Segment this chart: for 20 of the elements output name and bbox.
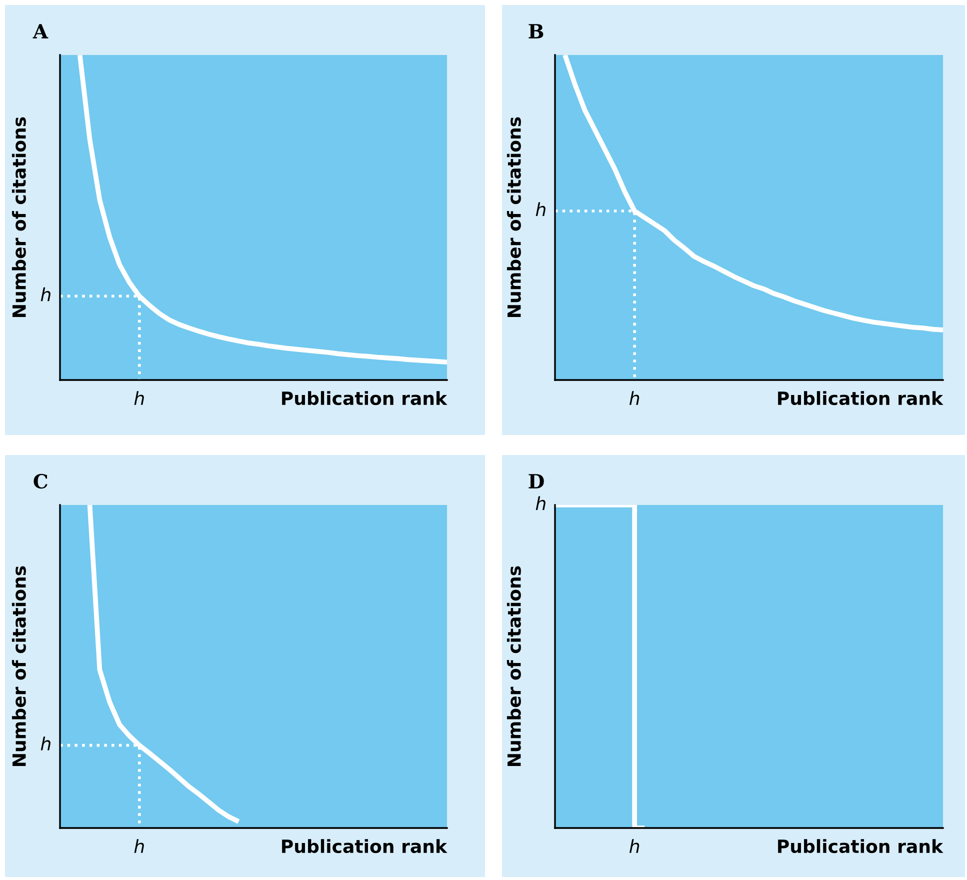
chart-title: B (528, 24, 544, 38)
y-axis-title: Number of citations (506, 566, 521, 766)
text: h (40, 736, 50, 750)
text: h (536, 496, 546, 510)
text: h (134, 839, 144, 853)
x-axis-title: Publication rank (282, 839, 448, 854)
y-axis-title: Number of citations (12, 566, 26, 766)
text: h (134, 391, 144, 405)
text: h (536, 202, 546, 216)
y-axis-title: Number of citations (12, 117, 26, 317)
x-axis-title: Publication rank (778, 391, 944, 406)
x-axis-title: Publication rank (282, 391, 448, 406)
y-axis-title: Number of citations (506, 117, 521, 317)
chart-title: D (528, 474, 544, 488)
text: h (40, 287, 50, 302)
x-axis-title: Publication rank (778, 839, 944, 854)
text: h (630, 391, 640, 405)
text: h (630, 839, 640, 853)
chart-title: A (32, 24, 48, 38)
chart-title: C (34, 474, 48, 489)
